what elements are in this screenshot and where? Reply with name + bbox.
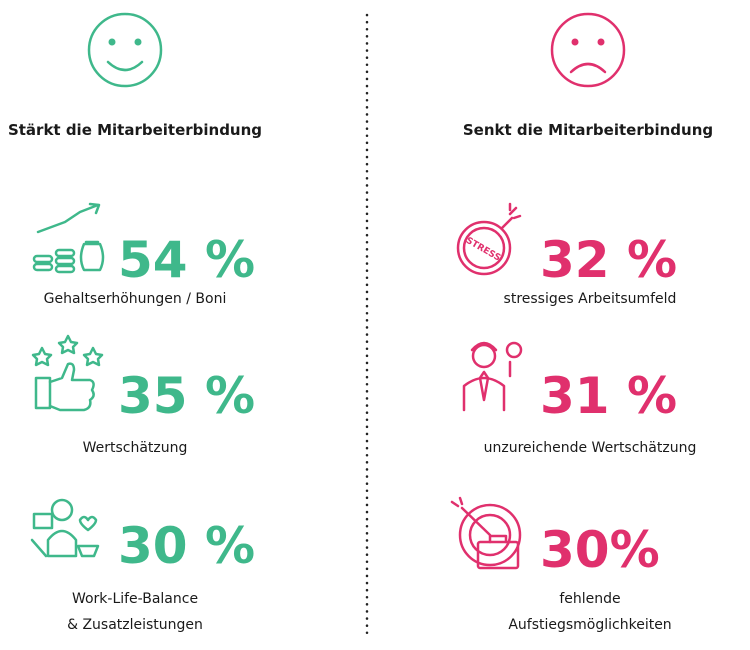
item-label: stressiges Arbeitsumfeld xyxy=(504,291,677,307)
percentage: 31 % xyxy=(540,367,677,425)
percentage: 32 % xyxy=(540,231,677,289)
money-icon xyxy=(32,202,105,274)
percentage: 30% xyxy=(540,521,660,579)
icon-text: STRESS xyxy=(464,236,502,264)
item-label: Gehaltserhöhungen / Boni xyxy=(44,291,227,307)
target-icon xyxy=(450,496,522,570)
percentage: 54 % xyxy=(118,231,255,289)
person-icon xyxy=(462,341,523,412)
item-label: unzureichende Wertschätzung xyxy=(484,440,697,456)
thumbs-icon xyxy=(31,334,104,412)
item-label: Work-Life-Balance xyxy=(72,591,198,607)
balance-icon xyxy=(30,498,100,558)
item-label: fehlende xyxy=(559,591,620,607)
happy-face xyxy=(87,12,163,88)
percentage: 30 % xyxy=(118,517,255,575)
percentage: 35 % xyxy=(118,367,255,425)
item-label: & Zusatzleistungen xyxy=(67,617,203,633)
sad-face xyxy=(550,12,626,88)
heading: Senkt die Mitarbeiterbindung xyxy=(463,121,713,139)
heading: Stärkt die Mitarbeiterbindung xyxy=(8,121,262,139)
bomb-icon: STRESS xyxy=(456,202,522,276)
item-label: Aufstiegsmöglichkeiten xyxy=(508,617,671,633)
item-label: Wertschätzung xyxy=(83,440,188,456)
